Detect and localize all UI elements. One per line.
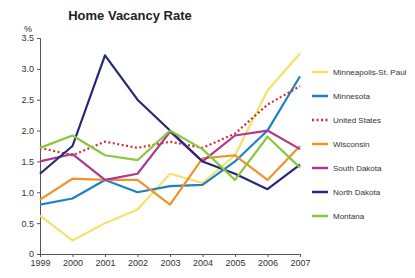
- y-axis: 00.51.01.52.02.53.03.5: [21, 33, 40, 259]
- x-tick: 1999: [30, 254, 50, 268]
- title: Home Vacancy Rate: [68, 8, 192, 23]
- y-tick-label: 1.0: [21, 188, 34, 198]
- y-tick-label: 3.0: [21, 64, 34, 74]
- x-tick-label: 2004: [193, 258, 213, 268]
- x-tick-mark: [138, 254, 139, 257]
- x-tick-label: 2000: [63, 258, 83, 268]
- legend-label: Minnesota: [333, 92, 370, 101]
- y-tick: 1.0: [21, 188, 40, 198]
- x-tick-mark: [268, 254, 269, 257]
- x-tick-mark: [170, 254, 171, 257]
- x-tick-mark: [300, 254, 301, 257]
- legend-label: Minneapolis-St. Paul: [333, 68, 407, 77]
- legend-swatch: [312, 215, 328, 218]
- y-tick-mark: [37, 131, 40, 132]
- x-tick: 2007: [290, 254, 310, 268]
- y-tick: 3.0: [21, 64, 40, 74]
- y-tick-label: 2.0: [21, 126, 34, 136]
- y-tick: 1.5: [21, 157, 40, 167]
- x-tick-mark: [73, 254, 74, 257]
- y-tick-label: 3.5: [21, 33, 34, 43]
- x-tick: 2004: [193, 254, 213, 268]
- x-tick: 2005: [225, 254, 245, 268]
- y-axis-line: [37, 39, 41, 255]
- x-tick-label: 2006: [258, 258, 278, 268]
- y-tick-mark: [37, 100, 40, 101]
- legend-swatch: [312, 95, 328, 98]
- series-line: [40, 53, 300, 240]
- plot-area: [40, 53, 300, 240]
- y-tick-mark: [37, 223, 40, 224]
- legend-swatch: [312, 71, 328, 74]
- y-tick: 2.5: [21, 95, 40, 105]
- x-tick-label: 2003: [160, 258, 180, 268]
- legend-swatch: [312, 119, 328, 122]
- y-tick: 0.5: [21, 219, 40, 229]
- y-tick: 3.5: [21, 33, 40, 43]
- y-tick-mark: [37, 254, 40, 255]
- y-tick-mark: [37, 161, 40, 162]
- y-tick-label: 2.5: [21, 95, 34, 105]
- x-tick-mark: [40, 254, 41, 257]
- x-tick-mark: [235, 254, 236, 257]
- chart: Home Vacancy Rate%00.51.01.52.02.53.03.5…: [0, 0, 415, 278]
- legend-label: United States: [333, 116, 381, 125]
- series-line: [40, 131, 300, 180]
- x-axis-line: [41, 255, 301, 258]
- legend-label: North Dakota: [333, 188, 381, 197]
- legend-swatch: [312, 191, 328, 194]
- legend: Minneapolis-St. Paul Minnesota United Stat…: [312, 68, 407, 221]
- legend-label: Montana: [333, 212, 365, 221]
- y-tick-label: 1.5: [21, 157, 34, 167]
- x-tick: 2006: [258, 254, 278, 268]
- legend-label: Wisconsin: [333, 140, 369, 149]
- x-tick: 2003: [160, 254, 180, 268]
- x-tick-label: 1999: [30, 258, 50, 268]
- legend-label: South Dakota: [333, 164, 382, 173]
- y-tick: 2.0: [21, 126, 40, 136]
- x-tick-label: 2005: [225, 258, 245, 268]
- y-tick-mark: [37, 38, 40, 39]
- x-tick-label: 2001: [95, 258, 115, 268]
- y-tick-mark: [37, 69, 40, 70]
- x-tick-mark: [105, 254, 106, 257]
- x-axis: 1999 2000 2001 2002 2003 2004 2005 2006 2007: [30, 254, 310, 268]
- x-tick-mark: [203, 254, 204, 257]
- x-tick-label: 2002: [128, 258, 148, 268]
- legend-swatch: [312, 167, 328, 170]
- x-tick: 2002: [128, 254, 148, 268]
- series-line: [40, 55, 300, 189]
- x-tick: 2001: [95, 254, 115, 268]
- series-line: [40, 131, 300, 180]
- legend-swatch: [312, 143, 328, 146]
- y-tick-mark: [37, 192, 40, 193]
- x-tick-label: 2007: [290, 258, 310, 268]
- y-tick-label: 0.5: [21, 219, 34, 229]
- series-line: [40, 146, 300, 205]
- x-tick: 2000: [63, 254, 83, 268]
